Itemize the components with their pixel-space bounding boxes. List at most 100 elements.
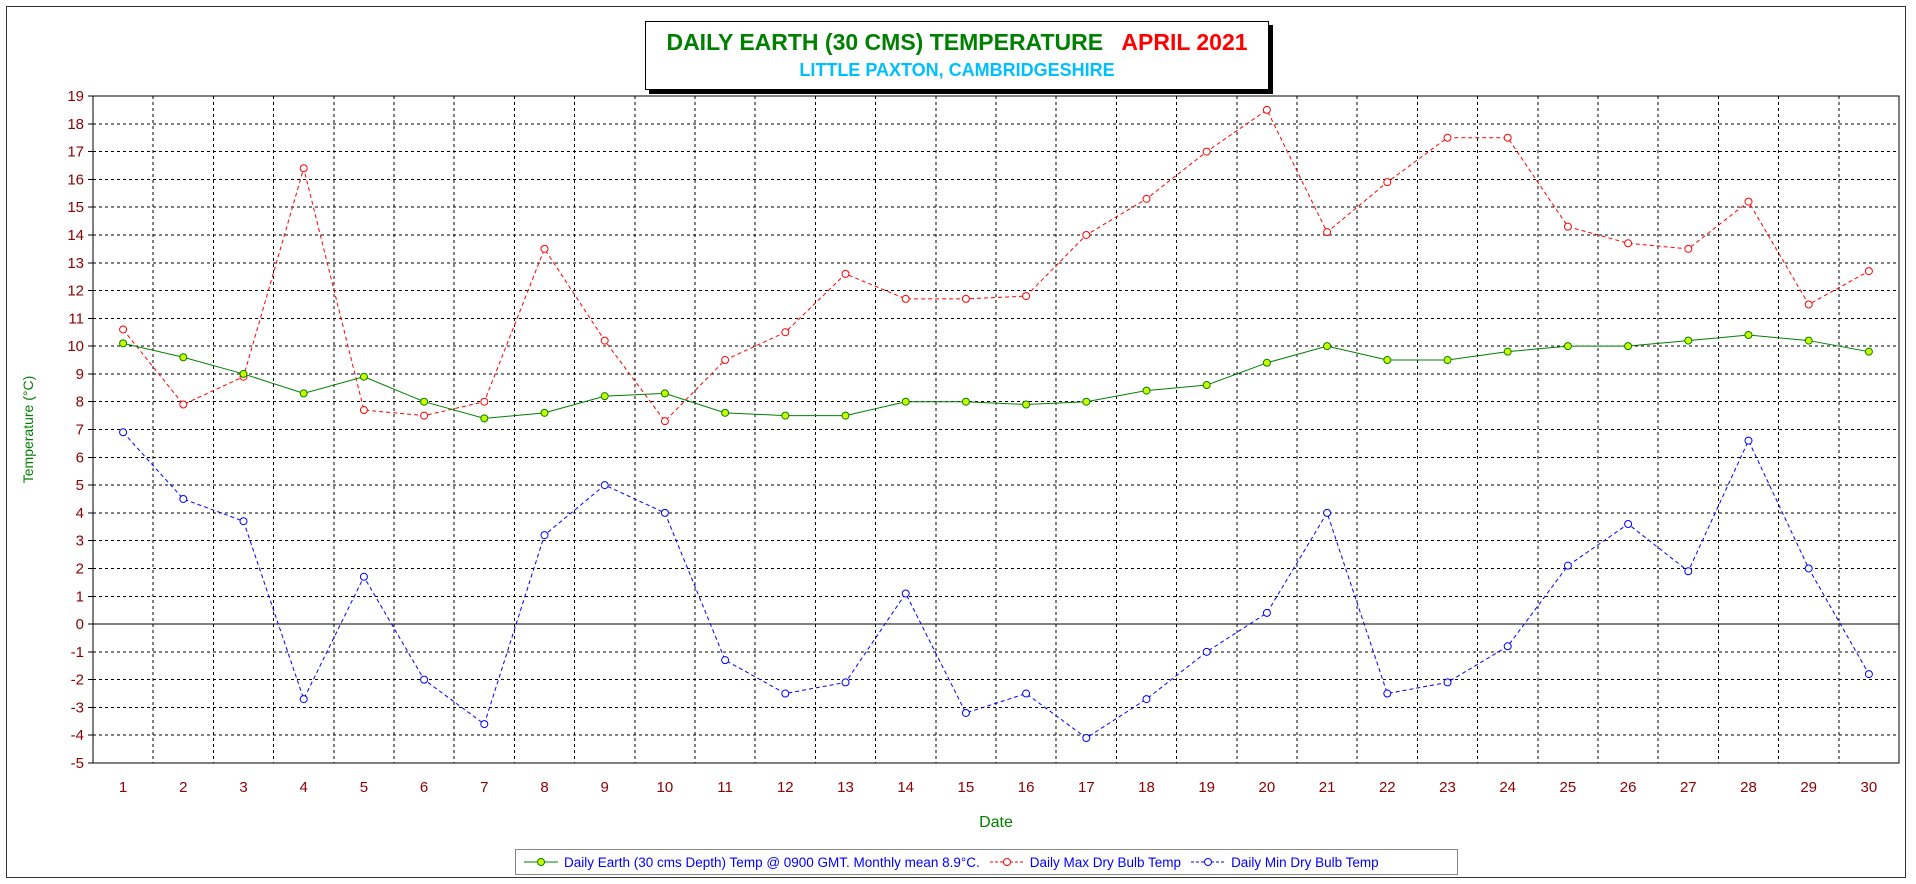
data-point-max — [1323, 228, 1332, 237]
y-tick-label: -3 — [71, 699, 84, 716]
data-point-min — [1563, 561, 1572, 570]
data-point-min — [299, 695, 308, 704]
x-tick-label: 28 — [1740, 779, 1757, 796]
x-tick-label: 18 — [1138, 779, 1155, 796]
data-point-min — [1864, 670, 1873, 679]
data-point-earth — [721, 408, 730, 417]
y-tick-label: 17 — [67, 144, 84, 161]
data-point-max — [1142, 194, 1151, 203]
data-point-max — [1563, 222, 1572, 231]
data-point-min — [1022, 689, 1031, 698]
legend-label-min: Daily Min Dry Bulb Temp — [1231, 854, 1379, 870]
y-tick-label: 14 — [67, 227, 84, 244]
data-point-max — [540, 244, 549, 253]
data-point-earth — [1563, 342, 1572, 351]
x-tick-label: 27 — [1680, 779, 1697, 796]
y-tick-label: 6 — [76, 449, 84, 466]
axes: 191817161514131211109876543210-1-2-3-4-5… — [67, 88, 1900, 796]
data-point-earth — [1082, 397, 1091, 406]
x-tick-label: 26 — [1620, 779, 1637, 796]
data-point-max — [359, 406, 368, 415]
data-point-min — [660, 508, 669, 517]
data-point-min — [1383, 689, 1392, 698]
x-tick-label: 10 — [657, 779, 674, 796]
y-tick-label: 12 — [67, 283, 84, 300]
data-point-max — [119, 325, 128, 334]
data-point-max — [1262, 105, 1271, 114]
y-tick-label: 10 — [67, 338, 84, 355]
data-point-earth — [1503, 347, 1512, 356]
data-point-min — [480, 720, 489, 729]
data-point-min — [961, 708, 970, 717]
x-tick-label: 7 — [480, 779, 488, 796]
y-tick-label: 15 — [67, 199, 84, 216]
x-tick-label: 17 — [1078, 779, 1095, 796]
data-point-earth — [480, 414, 489, 423]
data-point-max — [841, 269, 850, 278]
data-point-earth — [1443, 356, 1452, 365]
x-tick-label: 4 — [300, 779, 308, 796]
legend-item-min: Daily Min Dry Bulb Temp — [1191, 855, 1379, 870]
data-point-min — [721, 656, 730, 665]
y-tick-label: 13 — [67, 255, 84, 272]
data-point-min — [1142, 695, 1151, 704]
data-point-earth — [420, 397, 429, 406]
y-tick-label: 8 — [76, 394, 84, 411]
x-tick-label: 23 — [1439, 779, 1456, 796]
y-tick-label: 7 — [76, 422, 84, 439]
y-tick-label: 1 — [76, 588, 84, 605]
data-point-min — [1202, 647, 1211, 656]
y-tick-label: 0 — [76, 616, 84, 633]
data-point-min — [600, 481, 609, 490]
x-tick-label: 15 — [958, 779, 975, 796]
series-line-earth — [122, 334, 1869, 419]
data-point-earth — [901, 397, 910, 406]
data-point-min — [781, 689, 790, 698]
x-tick-label: 3 — [239, 779, 247, 796]
data-point-earth — [781, 411, 790, 420]
data-point-earth — [1323, 342, 1332, 351]
x-tick-label: 13 — [837, 779, 854, 796]
data-point-earth — [119, 339, 128, 348]
x-tick-label: 24 — [1499, 779, 1516, 796]
x-tick-label: 2 — [179, 779, 187, 796]
data-point-max — [1864, 267, 1873, 276]
series-line-max — [122, 109, 1870, 422]
data-point-min — [119, 428, 128, 437]
data-point-max — [480, 397, 489, 406]
y-tick-label: 3 — [76, 533, 84, 550]
data-point-earth — [540, 408, 549, 417]
legend-label-earth: Daily Earth (30 cms Depth) Temp @ 0900 G… — [564, 854, 980, 870]
data-point-earth — [1624, 342, 1633, 351]
y-tick-label: 4 — [76, 505, 84, 522]
data-point-min — [841, 678, 850, 687]
grid — [93, 95, 1899, 764]
data-point-max — [600, 336, 609, 345]
data-point-min — [179, 494, 188, 503]
data-point-max — [179, 400, 188, 409]
series-line-min — [122, 431, 1870, 739]
x-tick-label: 1 — [119, 779, 127, 796]
data-point-max — [901, 294, 910, 303]
data-point-min — [1443, 678, 1452, 687]
x-tick-label: 21 — [1319, 779, 1336, 796]
data-point-earth — [1022, 400, 1031, 409]
y-tick-label: 11 — [68, 310, 84, 327]
y-tick-label: -2 — [71, 672, 84, 689]
x-tick-label: 20 — [1259, 779, 1276, 796]
data-point-earth — [1684, 336, 1693, 345]
x-tick-label: 8 — [540, 779, 548, 796]
data-point-min — [1323, 508, 1332, 517]
plot-area-border — [92, 95, 1900, 764]
data-point-min — [1503, 642, 1512, 651]
y-axis-title: Temperature (°C) — [20, 376, 36, 484]
data-point-max — [1022, 292, 1031, 301]
data-point-min — [1262, 608, 1271, 617]
y-tick-label: 19 — [67, 88, 84, 105]
data-point-earth — [1383, 356, 1392, 365]
x-tick-label: 12 — [777, 779, 794, 796]
data-point-min — [901, 589, 910, 598]
data-point-max — [1443, 133, 1452, 142]
data-point-min — [1624, 519, 1633, 528]
